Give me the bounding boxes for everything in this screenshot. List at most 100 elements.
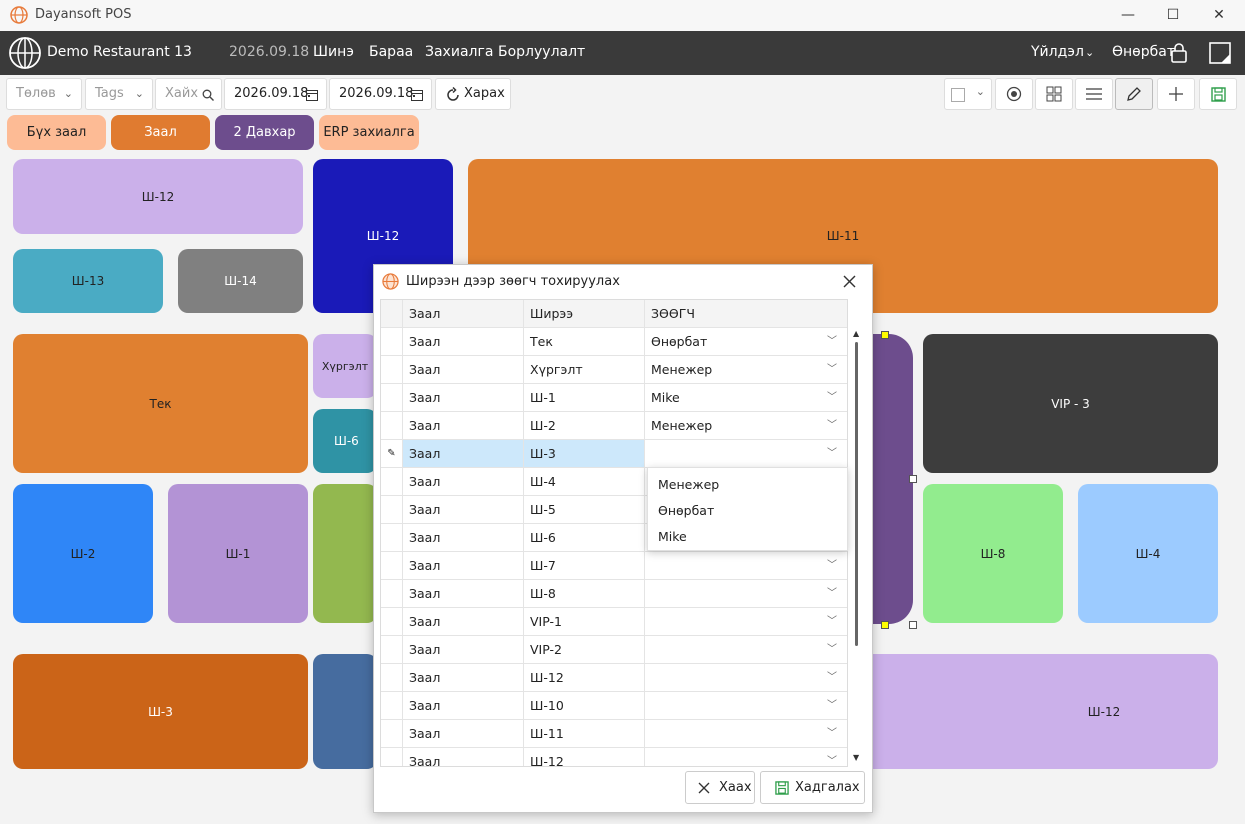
table-row[interactable]: Заал Ш-2 Менежер ﹀: [381, 412, 847, 440]
table-row[interactable]: Заал Ш-12 ﹀: [381, 748, 847, 767]
chevron-down-icon[interactable]: ﹀: [827, 672, 837, 683]
user-name[interactable]: Өнөрбат: [1112, 44, 1175, 60]
checkbox-icon[interactable]: [951, 88, 965, 102]
tab-second-floor[interactable]: 2 Давхар: [215, 115, 314, 150]
refresh-button[interactable]: Харах: [435, 78, 511, 110]
menu-products[interactable]: Бараа: [369, 44, 414, 60]
search-input[interactable]: Хайх: [155, 78, 222, 110]
menu-orders[interactable]: Захиалга: [425, 44, 494, 60]
cell-waiter-select[interactable]: ﹀: [645, 748, 847, 767]
table-tile[interactable]: Тек: [13, 334, 308, 473]
cell-waiter-select[interactable]: ﹀: [645, 552, 847, 579]
dialog-close-button[interactable]: Хаах: [685, 771, 755, 804]
chevron-down-icon[interactable]: ﹀: [827, 560, 837, 571]
chevron-down-icon[interactable]: ﹀: [827, 336, 837, 347]
select-all-dropdown[interactable]: ⌄: [944, 78, 992, 110]
tab-all-halls[interactable]: Бүх заал: [7, 115, 106, 150]
resize-handle[interactable]: [881, 621, 889, 629]
chevron-down-icon[interactable]: ﹀: [827, 364, 837, 375]
cell-waiter-select[interactable]: Менежер ﹀: [645, 412, 847, 439]
resize-handle[interactable]: [881, 331, 889, 339]
table-tile[interactable]: VIP - 3: [923, 334, 1218, 473]
scroll-down-icon[interactable]: ▼: [853, 753, 860, 762]
table-row[interactable]: Заал Ш-7 ﹀: [381, 552, 847, 580]
table-row[interactable]: Заал Тек Өнөрбат ﹀: [381, 328, 847, 356]
cell-waiter-select[interactable]: ﹀: [645, 664, 847, 691]
close-window-button[interactable]: ✕: [1213, 7, 1225, 23]
chevron-down-icon[interactable]: ﹀: [827, 420, 837, 431]
status-select[interactable]: Төлөв ⌄: [6, 78, 82, 110]
table-tile[interactable]: Ш-12: [13, 159, 303, 234]
table-tile[interactable]: Хүргэлт: [313, 334, 377, 398]
scroll-up-icon[interactable]: ▲: [853, 329, 860, 338]
resize-handle[interactable]: [909, 621, 917, 629]
globe-icon[interactable]: [8, 36, 42, 70]
table-row[interactable]: Заал VIP-1 ﹀: [381, 608, 847, 636]
table-row[interactable]: Заал Ш-1 Mike ﹀: [381, 384, 847, 412]
tags-select[interactable]: Tags ⌄: [85, 78, 153, 110]
save-button[interactable]: [1199, 78, 1237, 110]
chevron-down-icon[interactable]: ﹀: [827, 756, 837, 767]
cell-waiter-select[interactable]: ﹀: [645, 636, 847, 663]
table-tile[interactable]: Ш-14: [178, 249, 303, 313]
cell-waiter-select[interactable]: ﹀: [645, 608, 847, 635]
close-icon[interactable]: [843, 275, 856, 288]
table-row[interactable]: Заал Ш-10 ﹀: [381, 692, 847, 720]
cell-waiter-select[interactable]: ﹀: [645, 440, 847, 467]
dropdown-option[interactable]: Mike: [658, 529, 687, 544]
column-header-table[interactable]: Ширээ: [524, 300, 645, 327]
table-tile[interactable]: Ш-12: [820, 654, 1218, 769]
maximize-button[interactable]: ☐: [1166, 7, 1180, 23]
chevron-down-icon[interactable]: ﹀: [827, 644, 837, 655]
minimize-button[interactable]: —: [1121, 7, 1135, 23]
menu-new[interactable]: Шинэ: [313, 44, 354, 60]
cell-waiter-select[interactable]: ﹀: [645, 692, 847, 719]
menu-sales[interactable]: Борлуулалт: [498, 44, 586, 60]
table-row[interactable]: Заал Хүргэлт Менежер ﹀: [381, 356, 847, 384]
table-row[interactable]: Заал Ш-11 ﹀: [381, 720, 847, 748]
edit-button[interactable]: [1115, 78, 1153, 110]
cell-waiter-select[interactable]: Mike ﹀: [645, 384, 847, 411]
cell-waiter-select[interactable]: ﹀: [645, 580, 847, 607]
add-button[interactable]: [1157, 78, 1195, 110]
list-view-button[interactable]: [1075, 78, 1113, 110]
resize-handle[interactable]: [909, 475, 917, 483]
tab-erp-orders[interactable]: ERP захиалга: [319, 115, 419, 150]
table-row[interactable]: Заал Ш-12 ﹀: [381, 664, 847, 692]
cell-waiter-select[interactable]: ﹀: [645, 720, 847, 747]
table-row[interactable]: Заал VIP-2 ﹀: [381, 636, 847, 664]
table-tile[interactable]: Ш-2: [13, 484, 153, 623]
tab-hall[interactable]: Заал: [111, 115, 210, 150]
date-from-field[interactable]: 2026.09.18: [224, 78, 327, 110]
scrollbar-thumb[interactable]: [855, 342, 858, 646]
chevron-down-icon[interactable]: ﹀: [827, 728, 837, 739]
lock-icon[interactable]: [1170, 42, 1188, 64]
calendar-icon[interactable]: [306, 89, 318, 101]
cell-waiter-select[interactable]: Менежер ﹀: [645, 356, 847, 383]
cell-waiter-select[interactable]: Өнөрбат ﹀: [645, 328, 847, 355]
table-tile[interactable]: Ш-8: [923, 484, 1063, 623]
column-header-hall[interactable]: Заал: [403, 300, 524, 327]
dialog-save-button[interactable]: Хадгалах: [760, 771, 865, 804]
table-tile[interactable]: Ш-13: [13, 249, 163, 313]
grid-view-button[interactable]: [1035, 78, 1073, 110]
date-to-field[interactable]: 2026.09.18: [329, 78, 432, 110]
dropdown-option[interactable]: Менежер: [658, 477, 720, 492]
chevron-down-icon[interactable]: ﹀: [827, 392, 837, 403]
table-tile[interactable]: Ш-6: [313, 409, 377, 473]
table-tile[interactable]: [313, 654, 377, 769]
record-button[interactable]: [995, 78, 1033, 110]
table-tile[interactable]: Ш-3: [13, 654, 308, 769]
table-row[interactable]: Заал Ш-8 ﹀: [381, 580, 847, 608]
table-row[interactable]: ✎ Заал Ш-3 ﹀: [381, 440, 847, 468]
grid-scrollbar[interactable]: ▲ ▼: [852, 329, 862, 765]
calendar-icon[interactable]: [411, 89, 423, 101]
chevron-down-icon[interactable]: ﹀: [827, 700, 837, 711]
operations-menu[interactable]: Үйлдэл: [1031, 44, 1084, 60]
chevron-down-icon[interactable]: ﹀: [827, 448, 837, 459]
table-tile[interactable]: Ш-1: [168, 484, 308, 623]
column-header-waiter[interactable]: ЗӨӨГЧ: [651, 306, 695, 321]
chevron-down-icon[interactable]: ﹀: [827, 588, 837, 599]
dropdown-option[interactable]: Өнөрбат: [658, 503, 715, 518]
